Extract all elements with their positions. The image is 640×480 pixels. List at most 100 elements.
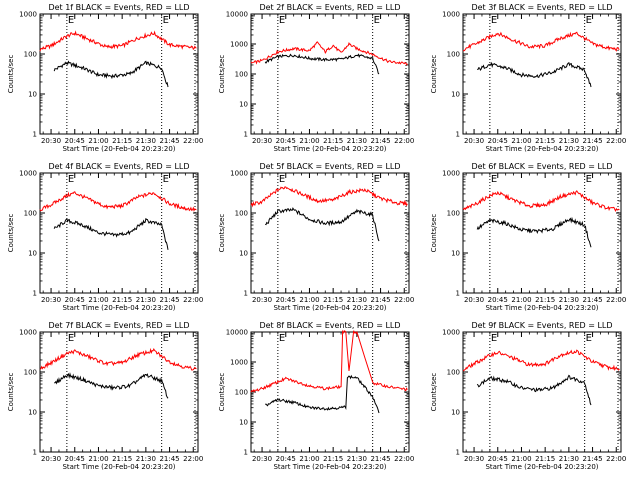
chart-panel-7: Det 7f BLACK = Events, RED = LLD 1 10 100 10…: [7, 321, 203, 471]
y-tick-label: 10: [451, 250, 460, 258]
y-tick-label: 100: [235, 71, 248, 79]
x-tick-label: 20:45: [488, 296, 508, 304]
y-tick-label: 10: [239, 419, 248, 427]
x-tick-label: 20:45: [488, 137, 508, 145]
x-tick-label: 20:45: [65, 296, 85, 304]
y-tick-label: 1: [33, 131, 37, 139]
chart-panel-3: Det 3f BLACK = Events, RED = LLD 1 10 100 10…: [430, 3, 626, 153]
x-tick-label: 20:45: [276, 455, 296, 463]
y-tick-label: 1: [33, 290, 37, 298]
x-tick-label: 21:00: [299, 137, 319, 145]
x-tick-label: 22:00: [606, 455, 626, 463]
event-marker-label: E: [374, 174, 380, 185]
y-tick-label: 10: [451, 91, 460, 99]
y-axis-label: Counts/sec: [218, 214, 226, 253]
event-marker-label: E: [491, 15, 497, 26]
event-marker-label: E: [586, 174, 592, 185]
x-tick-label: 21:45: [370, 296, 390, 304]
lld-series-line: [39, 30, 197, 52]
y-tick-label: 10: [239, 101, 248, 109]
chart-title: Det 6f BLACK = Events, RED = LLD: [471, 162, 612, 171]
x-tick-label: 20:45: [65, 455, 85, 463]
x-axis-label: Start Time (20-Feb-04 20:23:20): [273, 145, 386, 153]
y-tick-label: 100: [447, 210, 460, 218]
plot-frame: [462, 13, 622, 135]
x-tick-label: 20:30: [41, 137, 61, 145]
event-marker-label: E: [374, 333, 380, 344]
event-marker-label: E: [374, 15, 380, 26]
x-tick-label: 20:30: [41, 455, 61, 463]
x-tick-label: 21:45: [582, 296, 602, 304]
y-tick-label: 1: [33, 449, 37, 457]
x-tick-label: 20:30: [41, 296, 61, 304]
event-marker-label: E: [279, 15, 285, 26]
x-tick-label: 22:00: [183, 296, 203, 304]
x-tick-label: 21:15: [323, 296, 343, 304]
x-tick-label: 20:30: [464, 137, 484, 145]
chart-title: Det 7f BLACK = Events, RED = LLD: [48, 321, 189, 330]
event-marker-label: E: [586, 15, 592, 26]
events-series-line: [476, 374, 592, 406]
x-tick-label: 21:15: [323, 137, 343, 145]
x-tick-label: 22:00: [183, 137, 203, 145]
events-series-line: [54, 372, 169, 399]
events-series-line: [264, 53, 380, 75]
plot-frame: [39, 172, 199, 294]
y-axis-label: Counts/sec: [7, 214, 15, 253]
x-axis-label: Start Time (20-Feb-04 20:23:20): [485, 463, 598, 471]
x-tick-label: 21:30: [136, 455, 156, 463]
x-tick-label: 21:15: [112, 137, 132, 145]
x-tick-label: 21:15: [535, 137, 555, 145]
x-axis-label: Start Time (20-Feb-04 20:23:20): [485, 145, 598, 153]
plot-frame: [462, 172, 622, 294]
y-tick-label: 10: [239, 250, 248, 258]
events-series-line: [476, 216, 592, 248]
x-tick-label: 20:30: [464, 455, 484, 463]
x-tick-label: 21:45: [582, 137, 602, 145]
event-marker-label: E: [163, 174, 169, 185]
event-marker-label: E: [279, 333, 285, 344]
y-tick-label: 1000: [442, 11, 460, 19]
x-tick-label: 21:15: [112, 455, 132, 463]
x-tick-label: 21:00: [88, 137, 108, 145]
x-tick-label: 21:15: [323, 455, 343, 463]
y-tick-label: 1000: [442, 329, 460, 337]
plot-frame: [39, 331, 199, 453]
x-tick-label: 21:30: [559, 455, 579, 463]
x-tick-label: 22:00: [183, 455, 203, 463]
x-axis-label: Start Time (20-Feb-04 20:23:20): [62, 145, 175, 153]
x-tick-label: 21:45: [582, 455, 602, 463]
y-axis-label: Counts/sec: [218, 373, 226, 412]
chart-panel-8: Det 8f BLACK = Events, RED = LLD 1 10 100 10…: [218, 321, 414, 471]
plot-frame: [250, 172, 410, 294]
y-tick-label: 10000: [226, 329, 248, 337]
y-tick-label: 1000: [230, 170, 248, 178]
lld-series-line: [462, 31, 620, 52]
y-tick-label: 10: [28, 91, 37, 99]
x-tick-label: 21:45: [370, 455, 390, 463]
x-axis-label: Start Time (20-Feb-04 20:23:20): [273, 304, 386, 312]
lld-series-line: [250, 329, 408, 393]
y-axis-label: Counts/sec: [7, 373, 15, 412]
x-tick-label: 22:00: [394, 296, 414, 304]
lld-series-line: [250, 186, 408, 208]
x-tick-label: 21:30: [136, 137, 156, 145]
x-tick-label: 21:30: [136, 296, 156, 304]
x-tick-label: 21:00: [511, 296, 531, 304]
events-series-line: [53, 217, 169, 250]
x-tick-label: 21:15: [535, 455, 555, 463]
x-tick-label: 21:30: [347, 296, 367, 304]
chart-title: Det 5f BLACK = Events, RED = LLD: [259, 162, 400, 171]
events-series-line: [265, 374, 380, 414]
chart-title: Det 4f BLACK = Events, RED = LLD: [48, 162, 189, 171]
x-axis-label: Start Time (20-Feb-04 20:23:20): [485, 304, 598, 312]
x-tick-label: 21:45: [370, 137, 390, 145]
event-marker-label: E: [68, 174, 74, 185]
x-tick-label: 20:30: [252, 137, 272, 145]
x-tick-label: 20:45: [276, 296, 296, 304]
x-tick-label: 21:00: [511, 455, 531, 463]
x-tick-label: 21:00: [511, 137, 531, 145]
y-tick-label: 1: [456, 290, 460, 298]
plot-frame: [462, 331, 622, 453]
y-tick-label: 100: [24, 210, 37, 218]
